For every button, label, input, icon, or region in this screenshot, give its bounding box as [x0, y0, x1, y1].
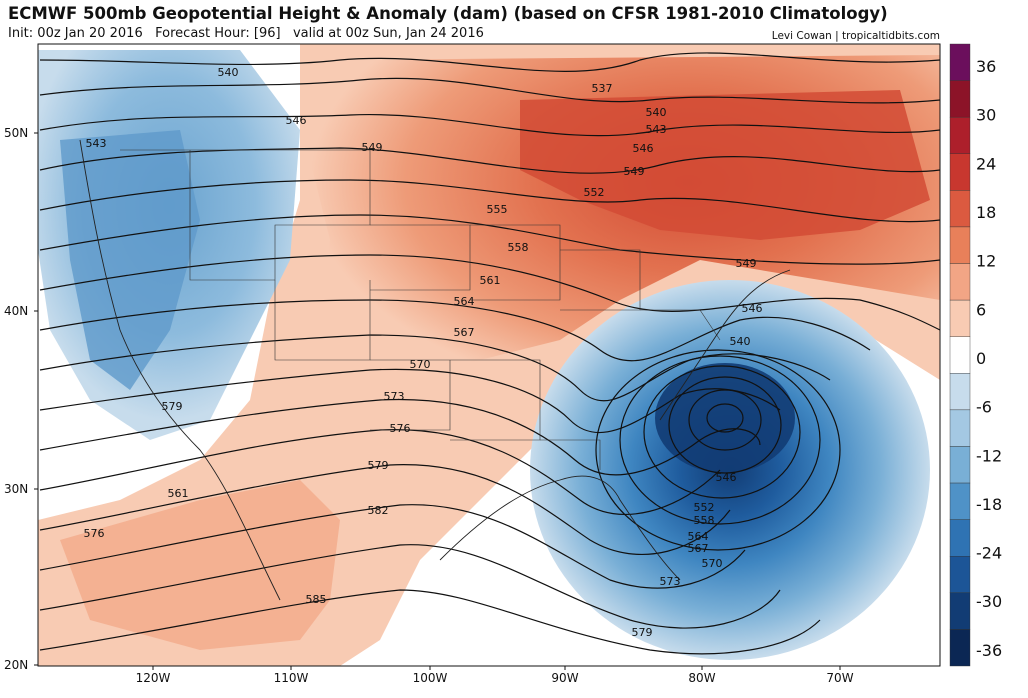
- height-contour-label: 576: [84, 527, 105, 540]
- lon-label: 90W: [551, 671, 578, 685]
- mexico-warm: [60, 480, 340, 650]
- height-contour-label: 561: [480, 274, 501, 287]
- height-contour-label: 540: [730, 335, 751, 348]
- colorbar-tick-label: 24: [976, 154, 996, 173]
- height-contour-label: 582: [368, 504, 389, 517]
- height-contour-label: 537: [592, 82, 613, 95]
- lon-label: 80W: [688, 671, 715, 685]
- colorbar-tick-label: -30: [976, 592, 1002, 611]
- colorbar-swatch: [949, 592, 971, 630]
- colorbar-tick-label: -36: [976, 641, 1002, 660]
- longitude-labels: 120W 110W 100W 90W 80W 70W: [136, 666, 854, 685]
- height-contour-label: 540: [646, 106, 667, 119]
- height-contour-label: 546: [633, 142, 654, 155]
- height-contour-label: 579: [632, 626, 653, 639]
- colorbar-tick-label: 0: [976, 349, 986, 368]
- height-contour-label: 543: [646, 123, 667, 136]
- low-core: [655, 363, 795, 473]
- lat-label: 40N: [4, 304, 28, 318]
- height-contour-label: 576: [390, 422, 411, 435]
- colorbar-tick-label: -12: [976, 446, 1002, 465]
- lon-label: 120W: [136, 671, 171, 685]
- borders: [120, 149, 721, 470]
- colorbar-swatch: [949, 409, 971, 447]
- colorbar-swatch: [949, 629, 971, 667]
- height-contour-label: 573: [384, 390, 405, 403]
- lat-label: 30N: [4, 482, 28, 496]
- height-contour-label: 564: [454, 295, 475, 308]
- height-contour-label: 570: [410, 358, 431, 371]
- height-contour-label: 546: [716, 471, 737, 484]
- colorbar-tick-label: -6: [976, 398, 992, 417]
- colorbar-swatch: [949, 556, 971, 594]
- lat-label: 50N: [4, 126, 28, 140]
- height-contour-label: 555: [487, 203, 508, 216]
- colorbar-swatch: [949, 80, 971, 118]
- low-contours: [595, 349, 841, 551]
- height-contour-label: 573: [660, 575, 681, 588]
- strong-warm-anomaly: [520, 90, 930, 240]
- height-contour-label: 558: [508, 241, 529, 254]
- colorbar-tick-label: 6: [976, 300, 986, 319]
- colorbar-tick-label: 12: [976, 252, 996, 271]
- lat-label: 20N: [4, 658, 28, 672]
- height-contour-label: 570: [702, 557, 723, 570]
- init-time: Init: 00z Jan 20 2016 Forecast Hour: [96…: [8, 26, 484, 41]
- valid-time: valid at 00z Sun, Jan 24 2016: [292, 26, 484, 41]
- init-text: Init: 00z Jan 20 2016: [8, 26, 143, 41]
- colorbar-swatch: [949, 336, 971, 374]
- colorbar-swatch: [949, 153, 971, 191]
- colorbar-tick-label: -18: [976, 495, 1002, 514]
- height-labels: 540 546 543 549 537 540 543 546 549 552 555 558 561 5…: [84, 66, 763, 639]
- colorbar-tick-label: 36: [976, 57, 996, 76]
- colorbar-swatch: [949, 519, 971, 557]
- height-contour-label: 549: [736, 257, 757, 270]
- height-contour-label: 546: [286, 114, 307, 127]
- latitude-labels: 50N 40N 30N 20N: [4, 126, 38, 672]
- height-contour-label: 546: [742, 302, 763, 315]
- height-contour-label: 561: [168, 487, 189, 500]
- lon-label: 70W: [826, 671, 853, 685]
- colorbar-swatch: [949, 482, 971, 520]
- height-contour-label: 567: [688, 542, 709, 555]
- credit-line: Levi Cowan | tropicaltidbits.com: [771, 30, 940, 42]
- height-contour-label: 543: [86, 137, 107, 150]
- height-contour-label: 558: [694, 514, 715, 527]
- height-contours: [39, 52, 940, 655]
- colorbar-tick-label: -24: [976, 544, 1002, 563]
- forecast-hour: Forecast Hour: [96]: [155, 26, 281, 41]
- height-contour-label: 579: [368, 459, 389, 472]
- coastline: [79, 139, 791, 601]
- lon-label: 100W: [413, 671, 448, 685]
- colorbar-swatch: [949, 299, 971, 337]
- map-frame: [37, 43, 941, 667]
- height-contour-label: 585: [306, 593, 327, 606]
- colorbar-swatch: [949, 373, 971, 411]
- colorbar-swatch: [949, 446, 971, 484]
- map-area: [38, 44, 940, 666]
- colorbar-tick-label: 30: [976, 106, 996, 125]
- colorbar-swatch: [949, 116, 971, 154]
- height-contour-label: 564: [688, 530, 709, 543]
- height-contour-label: 552: [584, 186, 605, 199]
- chart-title: ECMWF 500mb Geopotential Height & Anomal…: [8, 4, 888, 23]
- colorbar-swatch: [949, 190, 971, 228]
- height-contour-label: 579: [162, 400, 183, 413]
- lon-label: 110W: [274, 671, 309, 685]
- colorbar-tick-label: 18: [976, 203, 996, 222]
- west-cold-core: [60, 130, 200, 390]
- height-contour-label: 549: [362, 141, 383, 154]
- height-contour-label: 549: [624, 165, 645, 178]
- height-contour-label: 540: [218, 66, 239, 79]
- colorbar-swatch: [949, 43, 971, 81]
- colorbar: 36 30 24 18 12 6 0 -6 -12 -18 -24 -30 -36: [949, 43, 1002, 667]
- height-contour-label: 567: [454, 326, 475, 339]
- colorbar-swatch: [949, 226, 971, 264]
- colorbar-swatch: [949, 263, 971, 301]
- height-contour-label: 552: [694, 501, 715, 514]
